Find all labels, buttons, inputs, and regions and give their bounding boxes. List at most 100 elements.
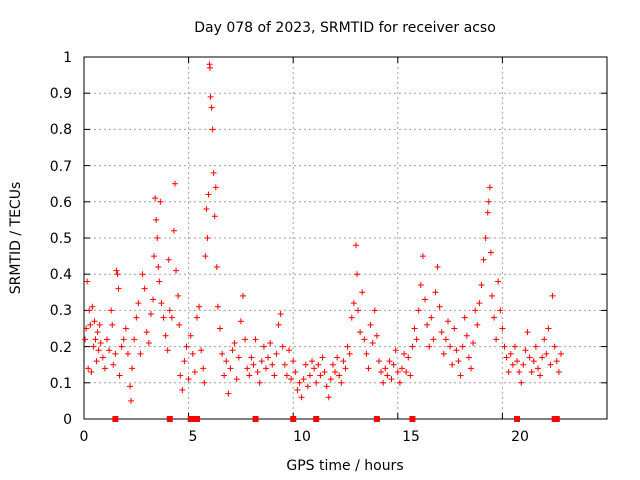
y-tick-label: 0.4 [50, 267, 72, 283]
data-point [340, 358, 347, 365]
data-point [254, 368, 261, 375]
data-point [269, 361, 276, 368]
data-point [553, 358, 560, 365]
data-point [288, 376, 295, 383]
y-tick-label: 0.9 [50, 86, 72, 102]
data-point [373, 332, 380, 339]
data-point [378, 368, 385, 375]
data-point [355, 307, 362, 314]
data-point [221, 372, 228, 379]
data-point [472, 307, 479, 314]
data-point [557, 350, 564, 357]
data-point [172, 180, 179, 187]
data-point [122, 325, 129, 332]
data-point [279, 343, 286, 350]
data-point [147, 311, 154, 318]
data-point [112, 350, 119, 357]
data-point [516, 368, 523, 375]
data-point [371, 307, 378, 314]
data-point [321, 368, 328, 375]
data-point [183, 343, 190, 350]
data-point [493, 336, 500, 343]
data-point [530, 358, 537, 365]
y-tick-label: 0.3 [50, 303, 72, 319]
data-point [537, 372, 544, 379]
data-point [193, 314, 200, 321]
data-point [260, 343, 267, 350]
data-point [455, 358, 462, 365]
y-tick-label: 0.1 [50, 376, 72, 392]
data-point [239, 292, 246, 299]
data-point [116, 372, 123, 379]
data-point [155, 263, 162, 270]
data-point [231, 339, 238, 346]
data-point [352, 242, 359, 249]
data-point [154, 235, 161, 241]
data-point [156, 278, 163, 285]
data-point [104, 336, 111, 343]
data-point [129, 365, 136, 372]
data-point [342, 365, 349, 372]
data-point [84, 278, 91, 285]
gap-marker [193, 416, 200, 422]
data-point [87, 321, 94, 328]
gap-marker [553, 416, 560, 422]
data-point [346, 350, 353, 357]
data-point [304, 383, 311, 390]
data-point [212, 184, 219, 191]
data-point [426, 343, 433, 350]
data-point [329, 361, 336, 368]
data-point [428, 314, 435, 321]
data-point [447, 343, 454, 350]
data-point [179, 387, 186, 394]
data-point [145, 339, 152, 346]
x-tick-label: 20 [511, 429, 529, 445]
data-point [365, 365, 372, 372]
data-point [484, 209, 491, 216]
data-point [396, 379, 403, 386]
data-point [124, 350, 131, 357]
data-point [176, 321, 183, 328]
data-point [424, 321, 431, 328]
data-point [94, 329, 101, 336]
data-point [298, 394, 305, 401]
data-point [205, 191, 212, 198]
data-point [501, 343, 508, 350]
data-point [242, 336, 249, 343]
data-point [233, 376, 240, 383]
data-point [109, 321, 116, 328]
data-point [177, 372, 184, 379]
data-point [359, 289, 366, 296]
data-point [153, 216, 160, 223]
data-point [336, 372, 343, 379]
y-tick-label: 0.2 [50, 340, 72, 356]
data-point [89, 303, 96, 310]
data-point [271, 372, 278, 379]
gap-marker [290, 416, 297, 422]
data-point [91, 318, 98, 325]
data-point [173, 267, 180, 274]
x-axis-label: GPS time / hours [286, 458, 403, 474]
data-point [189, 350, 196, 357]
x-tick-label: 15 [402, 429, 420, 445]
data-point [273, 350, 280, 357]
data-point [235, 354, 242, 361]
data-point [110, 361, 117, 368]
data-point [375, 358, 382, 365]
data-point [514, 358, 521, 365]
data-point [85, 365, 92, 372]
data-point [334, 354, 341, 361]
data-point [162, 332, 169, 339]
data-point [281, 361, 288, 368]
data-point [532, 343, 539, 350]
data-point [170, 227, 177, 234]
data-point [327, 376, 334, 383]
data-point [476, 300, 483, 307]
data-point [216, 325, 223, 332]
data-point [152, 195, 159, 202]
data-point [133, 314, 140, 321]
data-point [485, 198, 492, 205]
data-point [223, 358, 230, 365]
data-point [90, 343, 97, 350]
